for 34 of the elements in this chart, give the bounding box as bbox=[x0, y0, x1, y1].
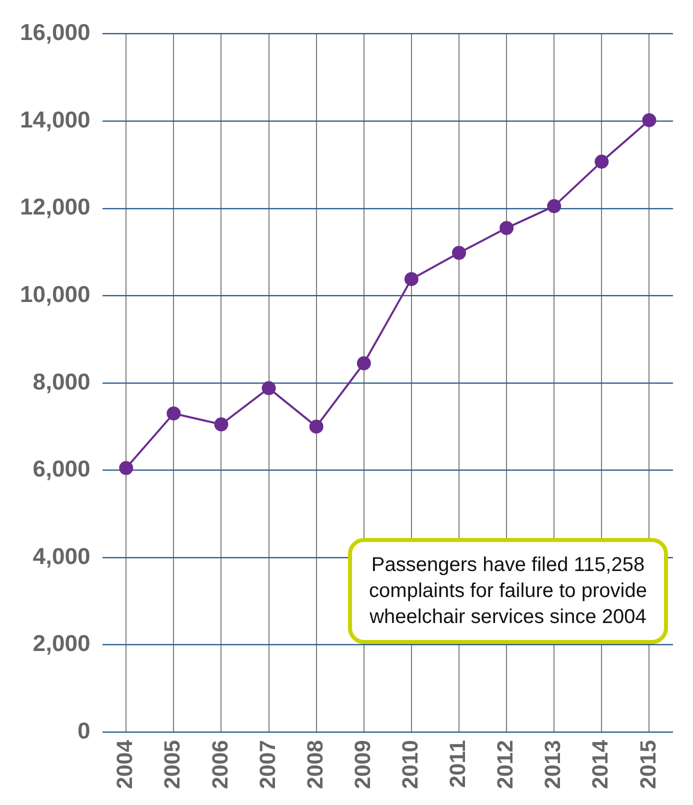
y-tick-label: 8,000 bbox=[32, 368, 90, 394]
x-tick-label: 2008 bbox=[302, 740, 328, 790]
point bbox=[642, 113, 656, 128]
x-tick-label: 2013 bbox=[540, 740, 566, 790]
point bbox=[356, 356, 371, 370]
y-tick-label: 10,000 bbox=[20, 280, 90, 307]
y-tick-label: 4,000 bbox=[32, 542, 90, 569]
y-tick-label: 12,000 bbox=[20, 194, 90, 220]
x-tick-label: 2012 bbox=[492, 740, 518, 790]
point bbox=[214, 417, 228, 432]
y-tick-label: 16,000 bbox=[20, 19, 90, 46]
x-tick-label: 2014 bbox=[588, 739, 613, 790]
x-tick-label: 2006 bbox=[207, 740, 232, 790]
point bbox=[309, 420, 324, 434]
point bbox=[119, 461, 134, 476]
y-tick-label: 14,000 bbox=[20, 106, 90, 132]
point bbox=[500, 221, 514, 236]
x-tick-label: 2007 bbox=[254, 740, 280, 790]
annotation: Passengers have filed 115,258 complaints for failure to provide wheelchair services since 2004 bbox=[348, 538, 668, 644]
x-tick-label: 2009 bbox=[350, 740, 375, 790]
x-tick-label: 2005 bbox=[160, 740, 185, 790]
y-tick-label: 6,000 bbox=[32, 456, 90, 482]
x-tick-label: 2010 bbox=[398, 740, 423, 790]
y-tick-label: 0 bbox=[78, 717, 90, 744]
point bbox=[262, 381, 276, 396]
x-tick-label: 2011 bbox=[445, 740, 470, 788]
point bbox=[404, 272, 418, 286]
x-tick-label: 2004 bbox=[112, 739, 138, 790]
point bbox=[452, 246, 466, 260]
point bbox=[594, 154, 609, 169]
y-tick-label: 2,000 bbox=[32, 630, 90, 656]
point bbox=[166, 406, 181, 420]
point bbox=[547, 199, 562, 214]
x-tick-label: 2015 bbox=[635, 740, 660, 790]
